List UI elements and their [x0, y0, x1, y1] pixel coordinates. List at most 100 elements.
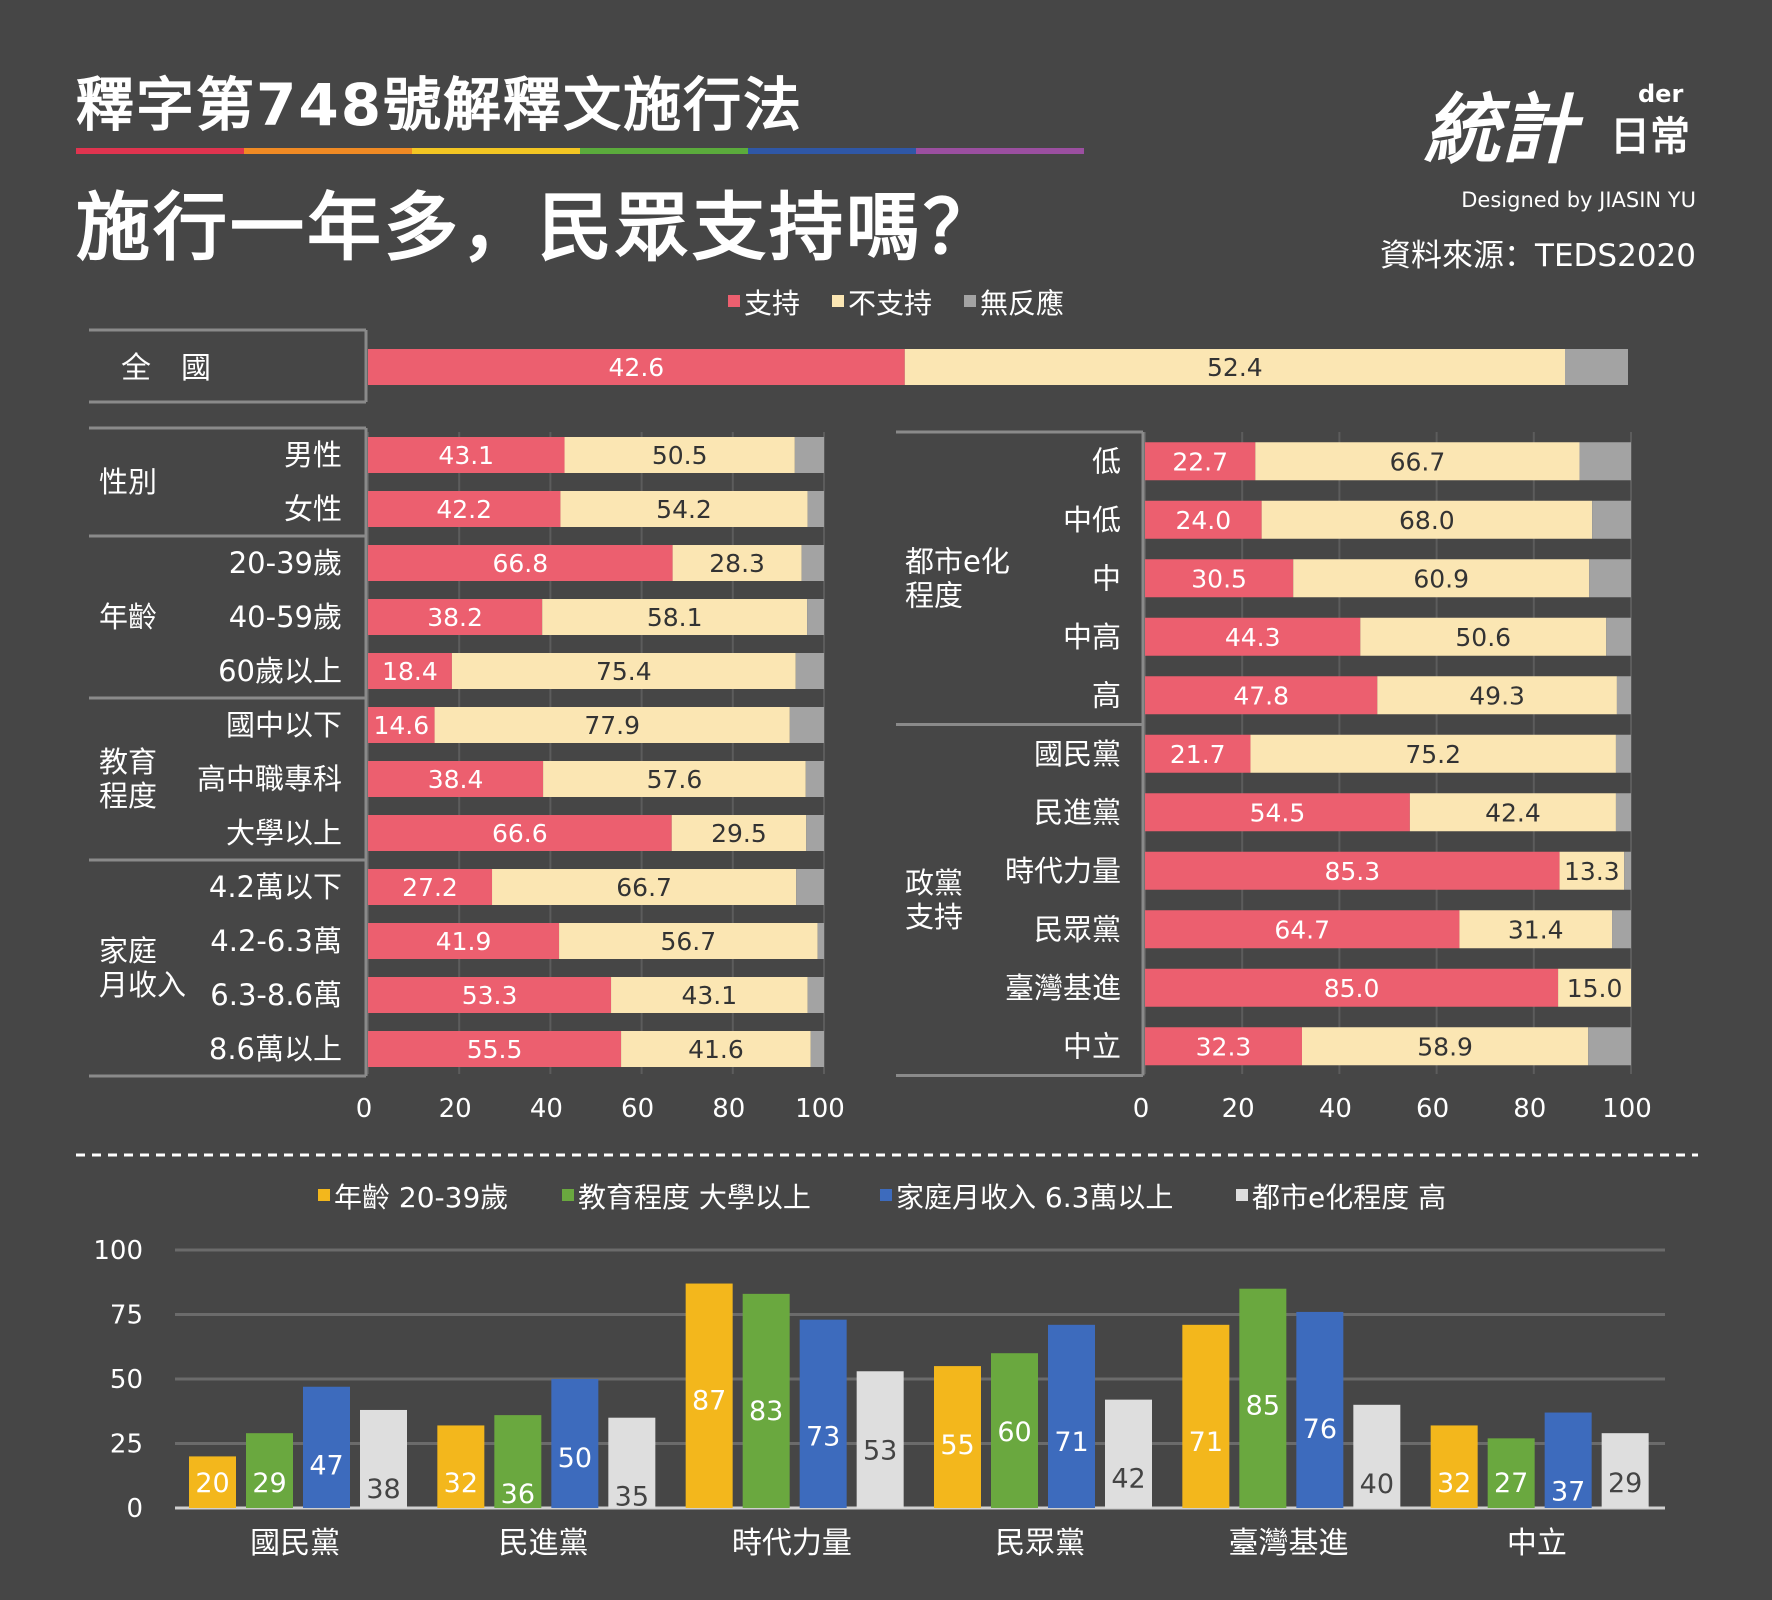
column-bar [437, 1425, 485, 1508]
left-3-1-support-bar [368, 923, 560, 959]
left-x-tick: 0 [356, 1094, 373, 1124]
left-1-1-support-label: 38.2 [427, 603, 483, 632]
column-bar [1239, 1288, 1287, 1508]
right-0-2-support-bar [1145, 559, 1294, 598]
left-row-label: 高中職專科 [197, 762, 342, 796]
column-value-label: 71 [1189, 1427, 1223, 1458]
right-x-tick: 0 [1133, 1094, 1150, 1124]
left-3-3-no-response-bar [810, 1031, 824, 1067]
left-x-tick: 40 [530, 1094, 563, 1124]
right-1-4-not-support-bar [1558, 968, 1631, 1007]
left-3-2-support-bar [368, 977, 612, 1013]
left-group-label: 月收入 [99, 968, 186, 1002]
right-1-0-support-bar [1145, 734, 1251, 773]
column-bar [685, 1283, 733, 1508]
right-0-3-support-bar [1145, 617, 1361, 656]
right-row-label: 國民黨 [1034, 737, 1121, 771]
y-tick-label: 0 [126, 1494, 143, 1524]
left-1-2-support-bar [368, 653, 452, 689]
series-legend-label-2: 家庭月收入 6.3萬以上 [896, 1181, 1173, 1214]
column-bar [991, 1353, 1038, 1508]
right-1-5-not-support-label: 58.9 [1417, 1032, 1473, 1061]
right-1-5-not-support-bar [1301, 1027, 1589, 1066]
right-1-3-not-support-label: 31.4 [1508, 915, 1564, 944]
column-bar [246, 1433, 293, 1508]
column-bar [1182, 1324, 1230, 1508]
column-value-label: 32 [444, 1468, 478, 1499]
left-3-1-no-response-bar [817, 923, 824, 959]
left-2-2-not-support-bar [671, 815, 807, 851]
right-row-label: 中高 [1063, 620, 1121, 654]
column-value-label: 38 [366, 1474, 400, 1505]
column-bar [189, 1456, 236, 1508]
national-support-bar [368, 349, 905, 385]
legend-swatch-0 [728, 295, 740, 307]
left-3-2-not-support-bar [611, 977, 808, 1013]
right-0-2-not-support-bar [1293, 559, 1590, 598]
left-x-tick: 60 [621, 1094, 654, 1124]
right-1-3-no-response-bar [1612, 910, 1631, 949]
column-value-label: 29 [252, 1468, 286, 1499]
left-row-label: 8.6萬以上 [209, 1032, 342, 1066]
right-1-2-support-bar [1145, 851, 1560, 890]
national-not-support-label: 52.4 [1207, 353, 1263, 382]
left-0-1-support-label: 42.2 [436, 495, 492, 524]
title-line-1: 釋字第748號解釋文施行法 [76, 71, 804, 139]
right-1-1-support-bar [1145, 793, 1410, 832]
column-bar [934, 1366, 981, 1508]
left-1-2-no-response-bar [795, 653, 824, 689]
right-0-4-not-support-bar [1377, 676, 1617, 715]
left-2-1-not-support-label: 57.6 [647, 765, 703, 794]
right-0-2-not-support-label: 60.9 [1413, 564, 1469, 593]
left-1-0-not-support-bar [672, 545, 802, 581]
left-1-2-support-label: 18.4 [382, 657, 438, 686]
column-value-label: 47 [309, 1451, 343, 1482]
left-1-0-support-label: 66.8 [492, 549, 548, 578]
right-0-0-support-label: 22.7 [1172, 447, 1228, 476]
national-label: 全 國 [121, 351, 211, 386]
right-1-0-support-label: 21.7 [1170, 740, 1226, 769]
right-1-2-not-support-bar [1559, 851, 1625, 890]
right-row-label: 民眾黨 [1034, 912, 1121, 946]
column-bar [856, 1371, 904, 1508]
right-1-5-support-bar [1145, 1027, 1302, 1066]
rainbow-segment-orange [244, 148, 412, 154]
column-bar [494, 1415, 542, 1508]
left-2-0-support-bar [368, 707, 435, 743]
left-row-label: 大學以上 [226, 816, 342, 850]
y-tick-label: 50 [110, 1365, 143, 1395]
left-1-1-not-support-bar [542, 599, 808, 635]
column-value-label: 85 [1246, 1391, 1280, 1422]
column-bar [1105, 1399, 1152, 1508]
left-2-1-support-bar [368, 761, 544, 797]
left-0-1-support-bar [368, 491, 561, 527]
left-group-label: 程度 [99, 779, 157, 813]
left-3-0-not-support-bar [492, 869, 797, 905]
column-value-label: 60 [997, 1417, 1031, 1448]
column-value-label: 27 [1494, 1468, 1528, 1499]
title-line-2: 施行一年多，民眾支持嗎？ [76, 185, 1000, 271]
column-bar [360, 1409, 407, 1508]
column-bar [799, 1319, 847, 1508]
left-2-1-support-label: 38.4 [428, 765, 484, 794]
left-0-1-not-support-bar [560, 491, 808, 527]
rainbow-segment-green [580, 148, 748, 154]
left-1-0-not-support-label: 28.3 [709, 549, 765, 578]
column-bar [551, 1379, 599, 1508]
left-1-2-not-support-bar [451, 653, 796, 689]
left-2-2-support-bar [368, 815, 672, 851]
legend-swatch-2 [964, 295, 976, 307]
right-0-1-not-support-label: 68.0 [1399, 506, 1455, 535]
right-0-3-no-response-bar [1606, 617, 1631, 656]
right-0-3-not-support-label: 50.6 [1455, 623, 1511, 652]
legend-swatch-1 [832, 295, 844, 307]
right-0-2-no-response-bar [1589, 559, 1631, 598]
legend-label-0: 支持 [744, 287, 800, 320]
right-0-4-not-support-label: 49.3 [1469, 681, 1525, 710]
left-row-label: 國中以下 [226, 708, 342, 742]
right-1-2-support-label: 85.3 [1324, 857, 1380, 886]
right-1-1-no-response-bar [1615, 793, 1631, 832]
right-1-3-support-bar [1145, 910, 1460, 949]
right-0-0-not-support-label: 66.7 [1390, 447, 1446, 476]
